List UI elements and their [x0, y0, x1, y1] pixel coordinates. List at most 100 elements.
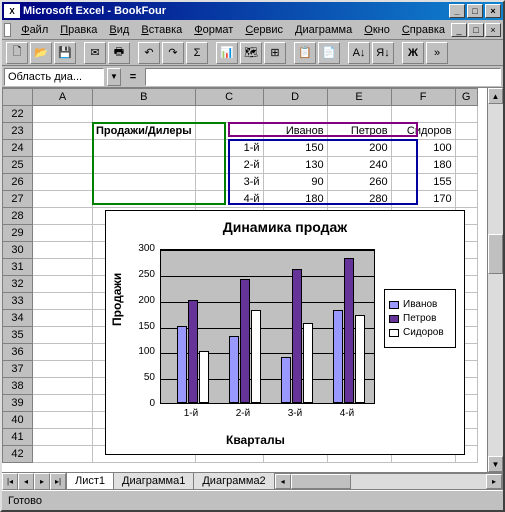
open-button[interactable]: 📂 — [30, 42, 52, 64]
cell-E27[interactable]: 280 — [327, 191, 391, 208]
cell-A35[interactable] — [33, 327, 93, 344]
cell-G23[interactable] — [455, 123, 477, 140]
menu-вставка[interactable]: Вставка — [135, 22, 188, 38]
menu-сервис[interactable]: Сервис — [239, 22, 289, 38]
row-header-31[interactable]: 31 — [3, 259, 33, 276]
cell-A41[interactable] — [33, 429, 93, 446]
print-button[interactable]: 🖶 — [108, 42, 130, 64]
tab-first-button[interactable]: |◂ — [2, 473, 18, 490]
row-header-42[interactable]: 42 — [3, 446, 33, 463]
cell-F26[interactable]: 155 — [391, 174, 455, 191]
row-header-30[interactable]: 30 — [3, 242, 33, 259]
col-header-B[interactable]: B — [93, 89, 196, 106]
paste-button[interactable]: 📄 — [318, 42, 340, 64]
maximize-button[interactable]: □ — [467, 4, 483, 18]
row-header-29[interactable]: 29 — [3, 225, 33, 242]
row-header-38[interactable]: 38 — [3, 378, 33, 395]
menu-файл[interactable]: Файл — [15, 22, 54, 38]
row-header-40[interactable]: 40 — [3, 412, 33, 429]
cell-B24[interactable] — [93, 140, 196, 157]
chart-button[interactable]: 📊 — [216, 42, 238, 64]
cell-A25[interactable] — [33, 157, 93, 174]
row-header-24[interactable]: 24 — [3, 140, 33, 157]
cell-E24[interactable]: 200 — [327, 140, 391, 157]
sheet-tab-Лист1[interactable]: Лист1 — [66, 473, 114, 490]
minimize-button[interactable]: _ — [449, 4, 465, 18]
cell-F24[interactable]: 100 — [391, 140, 455, 157]
scroll-track[interactable] — [488, 104, 503, 456]
tab-last-button[interactable]: ▸| — [50, 473, 66, 490]
menu-формат[interactable]: Формат — [188, 22, 239, 38]
cell-G27[interactable] — [455, 191, 477, 208]
cell-B25[interactable] — [93, 157, 196, 174]
sheet-tab-Диаграмма1[interactable]: Диаграмма1 — [113, 473, 194, 490]
col-header-G[interactable]: G — [455, 89, 477, 106]
mdi-close[interactable]: × — [485, 23, 501, 37]
undo-button[interactable]: ↶ — [138, 42, 160, 64]
sort-asc-button[interactable]: A↓ — [348, 42, 370, 64]
name-dropdown[interactable]: ▼ — [107, 68, 121, 86]
cell-G26[interactable] — [455, 174, 477, 191]
sheet-tab-Диаграмма2[interactable]: Диаграмма2 — [193, 473, 274, 490]
tab-next-button[interactable]: ▸ — [34, 473, 50, 490]
cell-A22[interactable] — [33, 106, 93, 123]
cell-D27[interactable]: 180 — [263, 191, 327, 208]
row-header-22[interactable]: 22 — [3, 106, 33, 123]
scroll-up-button[interactable]: ▲ — [488, 88, 503, 104]
mail-button[interactable]: ✉ — [84, 42, 106, 64]
scroll-thumb[interactable] — [488, 234, 503, 274]
row-header-35[interactable]: 35 — [3, 327, 33, 344]
cell-A36[interactable] — [33, 344, 93, 361]
cell-D23[interactable]: Иванов — [263, 123, 327, 140]
hscroll-thumb[interactable] — [291, 474, 351, 489]
cell-A34[interactable] — [33, 310, 93, 327]
map-button[interactable]: 🗺 — [240, 42, 262, 64]
row-header-26[interactable]: 26 — [3, 174, 33, 191]
row-header-33[interactable]: 33 — [3, 293, 33, 310]
cell-G22[interactable] — [455, 106, 477, 123]
cell-A23[interactable] — [33, 123, 93, 140]
pivot-button[interactable]: ⊞ — [264, 42, 286, 64]
cell-E26[interactable]: 260 — [327, 174, 391, 191]
embedded-chart[interactable]: Динамика продажПродажиКварталы0501001502… — [105, 210, 465, 455]
name-box[interactable]: Область диа... — [4, 68, 104, 86]
cell-A30[interactable] — [33, 242, 93, 259]
col-header-E[interactable]: E — [327, 89, 391, 106]
row-header-28[interactable]: 28 — [3, 208, 33, 225]
hscroll-left-button[interactable]: ◂ — [275, 474, 291, 489]
mdi-minimize[interactable]: _ — [451, 23, 467, 37]
cell-E23[interactable]: Петров — [327, 123, 391, 140]
menu-диаграмма[interactable]: Диаграмма — [289, 22, 358, 38]
cell-D22[interactable] — [263, 106, 327, 123]
col-header-F[interactable]: F — [391, 89, 455, 106]
vertical-scrollbar[interactable]: ▲ ▼ — [487, 88, 503, 472]
scroll-down-button[interactable]: ▼ — [488, 456, 503, 472]
cell-F25[interactable]: 180 — [391, 157, 455, 174]
cell-A24[interactable] — [33, 140, 93, 157]
row-header-39[interactable]: 39 — [3, 395, 33, 412]
row-header-23[interactable]: 23 — [3, 123, 33, 140]
cell-C24[interactable]: 1-й — [195, 140, 263, 157]
hscroll-right-button[interactable]: ▸ — [486, 474, 502, 489]
menu-правка[interactable]: Правка — [54, 22, 103, 38]
cell-A29[interactable] — [33, 225, 93, 242]
cell-F22[interactable] — [391, 106, 455, 123]
menu-окно[interactable]: Окно — [358, 22, 396, 38]
cell-D26[interactable]: 90 — [263, 174, 327, 191]
cell-B22[interactable] — [93, 106, 196, 123]
copy-button[interactable]: 📋 — [294, 42, 316, 64]
tab-prev-button[interactable]: ◂ — [18, 473, 34, 490]
cell-A37[interactable] — [33, 361, 93, 378]
cell-A32[interactable] — [33, 276, 93, 293]
sort-desc-button[interactable]: Я↓ — [372, 42, 394, 64]
row-header-27[interactable]: 27 — [3, 191, 33, 208]
sum-button[interactable]: Σ — [186, 42, 208, 64]
cell-A40[interactable] — [33, 412, 93, 429]
new-button[interactable]: 🗋 — [6, 42, 28, 64]
row-header-41[interactable]: 41 — [3, 429, 33, 446]
cell-D25[interactable]: 130 — [263, 157, 327, 174]
close-button[interactable]: × — [485, 4, 501, 18]
cell-E25[interactable]: 240 — [327, 157, 391, 174]
row-header-34[interactable]: 34 — [3, 310, 33, 327]
col-header-C[interactable]: C — [195, 89, 263, 106]
